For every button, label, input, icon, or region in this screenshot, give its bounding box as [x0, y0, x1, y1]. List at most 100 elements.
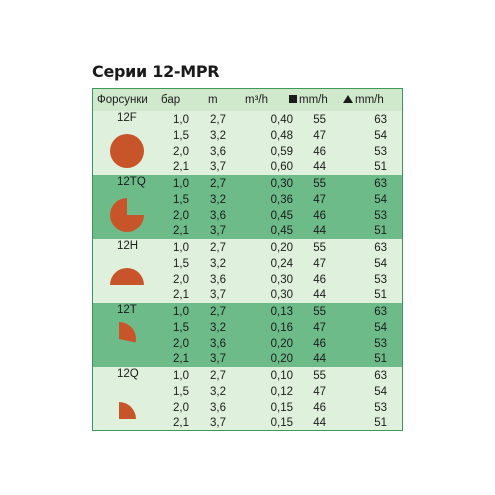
flow-cell: 0,13	[270, 306, 293, 318]
square-precip-cell: 44	[313, 353, 326, 365]
radius-cell: 3,2	[210, 322, 226, 334]
square-precip-cell: 46	[313, 274, 326, 286]
triangle-precip-cell: 63	[374, 242, 387, 254]
pressure-cell: 1,0	[173, 114, 189, 126]
square-precip-cell: 47	[313, 130, 326, 142]
square-precip-cell: 46	[313, 402, 326, 414]
triangle-precip-cell: 51	[374, 289, 387, 301]
nozzle-group-12h: 12H 1,0 2,7 0,20 55 63 1,5 3,2 0,24 47 54 2,0 3,6 0,3…	[93, 239, 402, 303]
radius-cell: 3,7	[210, 161, 226, 173]
square-precip-label: mm/h	[299, 94, 328, 106]
flow-cell: 0,20	[270, 242, 293, 254]
three-quarter-circle-icon	[103, 193, 151, 238]
flow-cell: 0,20	[270, 338, 293, 350]
square-precip-cell: 55	[313, 306, 326, 318]
pressure-cell: 1,0	[173, 242, 189, 254]
nozzle-name: 12T	[117, 304, 137, 316]
radius-cell: 3,2	[210, 194, 226, 206]
flow-cell: 0,40	[270, 114, 293, 126]
triangle-precip-cell: 54	[374, 130, 387, 142]
radius-cell: 3,7	[210, 417, 226, 429]
triangle-precip-cell: 63	[374, 178, 387, 190]
square-precip-cell: 44	[313, 161, 326, 173]
radius-cell: 2,7	[210, 178, 226, 190]
flow-cell: 0,59	[270, 146, 293, 158]
flow-cell: 0,10	[270, 370, 293, 382]
flow-cell: 0,60	[270, 161, 293, 173]
square-precip-cell: 46	[313, 338, 326, 350]
triangle-precip-cell: 53	[374, 146, 387, 158]
flow-cell: 0,20	[270, 353, 293, 365]
nozzle-table: Форсунки бар m m³/h mm/h mm/h 12F 1,0 2,7 0…	[92, 88, 403, 431]
nozzle-name: 12Q	[117, 368, 139, 380]
triangle-precip-cell: 51	[374, 225, 387, 237]
triangle-precip-cell: 54	[374, 322, 387, 334]
triangle-precip-cell: 63	[374, 114, 387, 126]
square-precip-cell: 47	[313, 322, 326, 334]
radius-cell: 2,7	[210, 370, 226, 382]
square-precip-cell: 55	[313, 114, 326, 126]
pressure-cell: 1,0	[173, 370, 189, 382]
flow-cell: 0,16	[270, 322, 293, 334]
triangle-precip-cell: 63	[374, 306, 387, 318]
triangle-precip-cell: 51	[374, 417, 387, 429]
flow-cell: 0,36	[270, 194, 293, 206]
header-square-precip: mm/h	[289, 89, 328, 111]
triangle-precip-cell: 53	[374, 210, 387, 222]
nozzle-name: 12F	[117, 112, 137, 124]
square-precip-cell: 47	[313, 194, 326, 206]
flow-cell: 0,12	[270, 386, 293, 398]
pressure-cell: 2,1	[173, 161, 189, 173]
radius-cell: 3,6	[210, 146, 226, 158]
flow-cell: 0,45	[270, 225, 293, 237]
flow-cell: 0,45	[270, 210, 293, 222]
triangle-precip-label: mm/h	[355, 94, 384, 106]
triangle-precip-cell: 54	[374, 386, 387, 398]
radius-cell: 2,7	[210, 114, 226, 126]
table-header: Форсунки бар m m³/h mm/h mm/h	[93, 89, 402, 111]
square-precip-cell: 44	[313, 417, 326, 429]
square-precip-cell: 44	[313, 225, 326, 237]
flow-cell: 0,15	[270, 417, 293, 429]
nozzle-group-12tq: 12TQ 1,0 2,7 0,30 55 63 1,5 3,2 0,36 47 54 2,0 3,6 0,…	[93, 175, 402, 239]
triangle-precip-cell: 63	[374, 370, 387, 382]
flow-cell: 0,15	[270, 402, 293, 414]
nozzle-name: 12H	[117, 240, 139, 252]
header-triangle-precip: mm/h	[343, 89, 384, 111]
header-pressure: бар	[161, 94, 181, 106]
nozzle-group-12f: 12F 1,0 2,7 0,40 55 63 1,5 3,2 0,48 47 54 2,0 3,6 0,5…	[93, 111, 402, 175]
triangle-precip-cell: 53	[374, 274, 387, 286]
triangle-precip-cell: 53	[374, 402, 387, 414]
triangle-icon	[343, 95, 353, 103]
half-circle-icon	[103, 257, 151, 302]
pressure-cell: 1,0	[173, 306, 189, 318]
pressure-cell: 1,5	[173, 322, 189, 334]
nozzle-group-12q: 12Q 1,0 2,7 0,10 55 63 1,5 3,2 0,12 47 54 2,0 3,6 0,1…	[93, 367, 402, 430]
triangle-precip-cell: 54	[374, 194, 387, 206]
radius-cell: 3,7	[210, 225, 226, 237]
radius-cell: 3,7	[210, 289, 226, 301]
pressure-cell: 1,5	[173, 130, 189, 142]
pressure-cell: 2,0	[173, 338, 189, 350]
square-precip-cell: 44	[313, 289, 326, 301]
radius-cell: 3,2	[210, 386, 226, 398]
square-precip-cell: 55	[313, 242, 326, 254]
pressure-cell: 2,0	[173, 210, 189, 222]
square-icon	[289, 95, 297, 103]
pressure-cell: 2,0	[173, 274, 189, 286]
nozzle-group-12t: 12T 1,0 2,7 0,13 55 63 1,5 3,2 0,16 47 54 2,0 3,6 0,2…	[93, 303, 402, 367]
triangle-precip-cell: 51	[374, 161, 387, 173]
square-precip-cell: 47	[313, 386, 326, 398]
pressure-cell: 1,5	[173, 194, 189, 206]
square-precip-cell: 46	[313, 146, 326, 158]
radius-cell: 3,2	[210, 130, 226, 142]
flow-cell: 0,30	[270, 274, 293, 286]
radius-cell: 3,6	[210, 402, 226, 414]
radius-cell: 3,6	[210, 274, 226, 286]
header-flow: m³/h	[245, 94, 268, 106]
pressure-cell: 1,5	[173, 386, 189, 398]
flow-cell: 0,24	[270, 258, 293, 270]
radius-cell: 3,6	[210, 210, 226, 222]
page-title: Серии 12-MPR	[92, 62, 220, 81]
pressure-cell: 2,1	[173, 225, 189, 237]
